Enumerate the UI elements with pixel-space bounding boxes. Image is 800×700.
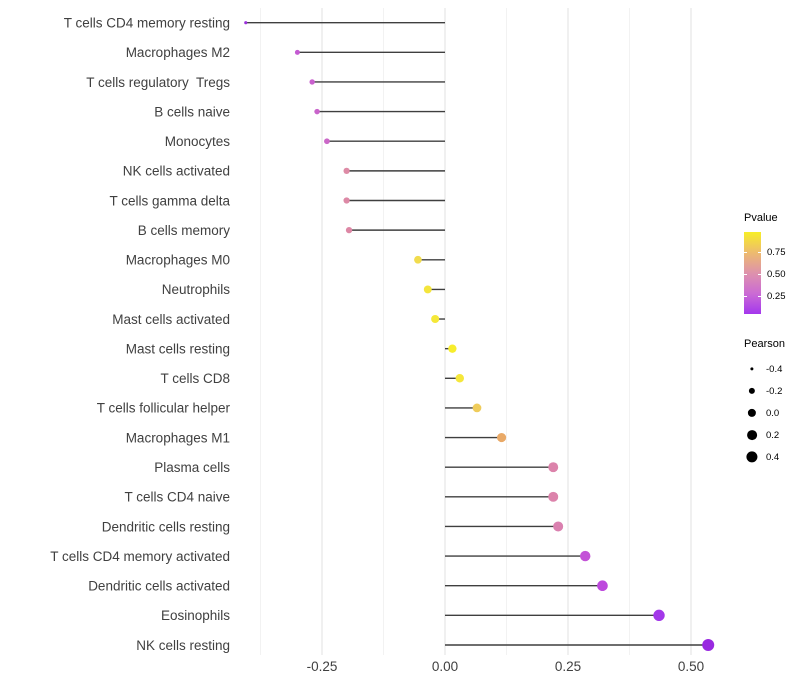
pearson-legend-entry: 0.0 [744, 402, 785, 424]
pvalue-tick-label: 0.75 [767, 246, 786, 258]
category-label: B cells memory [138, 223, 231, 238]
pvalue-tick-mark [744, 251, 747, 253]
category-label: Macrophages M1 [126, 430, 230, 445]
pvalue-tick-label: 0.50 [767, 268, 786, 280]
lollipop-dot [496, 432, 507, 443]
pearson-size-dot-icon [748, 387, 756, 395]
lollipop-dot [448, 344, 457, 353]
pearson-legend: Pearson -0.4 -0.2 0.0 0.2 0.4 [744, 338, 785, 468]
pvalue-colorbar [744, 232, 761, 314]
lollipop-dot [324, 138, 330, 145]
pearson-dot-box [744, 380, 760, 402]
pearson-legend-entry: -0.4 [744, 358, 785, 380]
category-label: T cells CD4 memory activated [50, 549, 230, 564]
pearson-legend-entry: 0.4 [744, 446, 785, 468]
pvalue-tick-label: 0.25 [767, 291, 786, 303]
pearson-size-dot-icon [747, 430, 757, 440]
category-label: NK cells resting [136, 638, 230, 653]
lollipop-dot [548, 491, 559, 502]
category-label: Plasma cells [154, 460, 230, 475]
x-tick-label: -0.25 [307, 659, 338, 674]
lollipop-dot [653, 609, 665, 622]
pearson-legend-label: 0.0 [766, 407, 780, 419]
lollipop-dot [597, 580, 608, 592]
pearson-dot-box [744, 424, 760, 446]
pearson-legend-entry: 0.2 [744, 424, 785, 446]
pearson-legend-entry: -0.2 [744, 380, 785, 402]
category-label: Mast cells activated [112, 312, 230, 327]
pvalue-legend: Pvalue 0.75 0.50 0.25 [744, 212, 786, 314]
pearson-size-dot-icon [750, 367, 754, 371]
pearson-legend-title: Pearson [744, 338, 785, 350]
category-label: Macrophages M0 [126, 253, 230, 268]
x-tick-label: 0.00 [432, 659, 458, 674]
pearson-legend-label: 0.4 [766, 451, 780, 463]
category-label: Macrophages M2 [126, 45, 230, 60]
lollipop-dot [414, 255, 422, 264]
category-label: B cells naive [154, 104, 230, 119]
lollipop-dot [345, 226, 353, 234]
x-tick-label: 0.50 [678, 659, 704, 674]
category-label: Monocytes [165, 134, 231, 149]
pvalue-tick-mark [758, 273, 761, 275]
category-label: Neutrophils [162, 282, 231, 297]
category-label: T cells CD4 memory resting [64, 16, 230, 31]
category-label: Dendritic cells activated [88, 579, 230, 594]
lollipop-dot [309, 79, 315, 85]
pearson-legend-label: -0.2 [766, 385, 783, 397]
lollipop-dot [423, 285, 432, 294]
category-label: T cells CD4 naive [124, 490, 230, 505]
pearson-size-dot-icon [747, 408, 757, 418]
pearson-size-dot-icon [746, 451, 758, 463]
pearson-legend-label: 0.2 [766, 429, 780, 441]
x-tick-label: 0.25 [555, 659, 581, 674]
lollipop-dot [294, 49, 300, 55]
category-label: NK cells activated [123, 164, 230, 179]
pvalue-tick-mark [744, 273, 747, 275]
pearson-legend-label: -0.4 [766, 363, 783, 375]
lollipop-dot [455, 374, 464, 383]
category-label: T cells gamma delta [109, 193, 230, 208]
lollipop-dot [472, 403, 482, 413]
category-label: T cells follicular helper [97, 401, 231, 416]
category-label: Dendritic cells resting [102, 519, 230, 534]
pearson-dot-box [744, 402, 760, 424]
category-label: Eosinophils [161, 608, 230, 623]
lollipop-dot [343, 167, 350, 174]
lollipop-dot [314, 108, 320, 115]
lollipop-dot [244, 21, 248, 25]
pvalue-tick-mark [744, 296, 747, 298]
pvalue-tick-mark [758, 251, 761, 253]
category-label: T cells regulatory Tregs [86, 75, 230, 90]
pearson-dot-box [744, 358, 760, 380]
lollipop-dot [343, 197, 350, 204]
lollipop-dot [431, 315, 440, 324]
lollipop-dot [580, 550, 591, 562]
lollipop-dot [553, 521, 564, 532]
pvalue-tick-mark [758, 296, 761, 298]
category-label: T cells CD8 [160, 371, 230, 386]
pvalue-legend-title: Pvalue [744, 212, 778, 224]
pearson-legend-entries: -0.4 -0.2 0.0 0.2 0.4 [744, 358, 785, 468]
pearson-dot-box [744, 446, 760, 468]
lollipop-dot [702, 638, 715, 651]
lollipop-dot [548, 462, 559, 473]
category-label: Mast cells resting [126, 341, 230, 356]
